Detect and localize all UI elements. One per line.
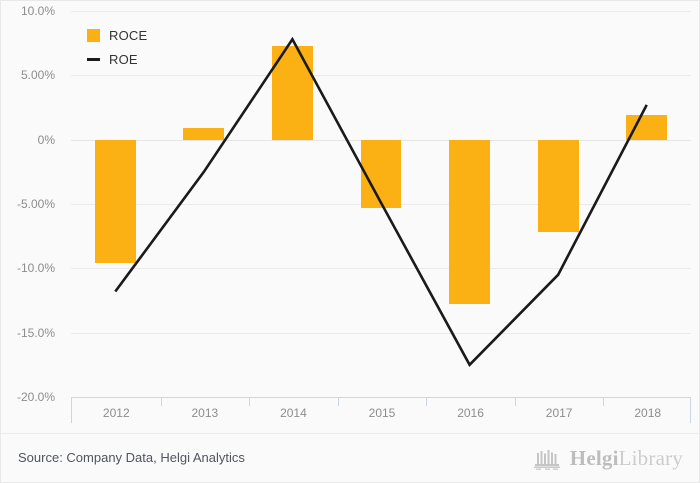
x-axis-label: 2015: [368, 406, 396, 420]
x-axis-label: 2016: [457, 406, 484, 420]
bar[interactable]: [183, 128, 225, 140]
brand-secondary-text: Library: [618, 446, 683, 470]
source-label: Source: Company Data, Helgi Analytics: [18, 450, 245, 465]
legend-square-swatch-icon: [87, 28, 100, 42]
gridline: [71, 332, 691, 334]
x-axis-label: 2018: [634, 406, 662, 420]
x-axis-tick: [249, 398, 251, 406]
x-axis: 2012 2013 2014 2015 2016 2017 2018: [71, 397, 691, 423]
y-axis-tick-label: 0%: [37, 132, 55, 147]
bar[interactable]: [94, 139, 136, 264]
x-axis-label: 2013: [191, 406, 219, 420]
bar[interactable]: [360, 139, 402, 208]
legend-line-swatch-icon: [87, 57, 100, 61]
x-axis-label: 2014: [280, 406, 307, 420]
legend-item-label: ROE: [109, 51, 138, 67]
bar[interactable]: [449, 139, 490, 305]
plot-area: 10.0% 5.00% 0% -5.00% -10.0% -15.0% -20.0%: [17, 4, 691, 404]
legend-item-roe[interactable]: ROE: [87, 49, 147, 69]
y-axis-tick-label: -5.00%: [16, 197, 55, 211]
bar[interactable]: [537, 139, 579, 233]
chart-footer: Source: Company Data, Helgi Analytics: [1, 433, 699, 482]
legend-item-roce[interactable]: ROCE: [87, 25, 147, 45]
x-axis-label: 2017: [545, 406, 573, 420]
bar[interactable]: [626, 115, 668, 140]
gridline: [71, 268, 691, 270]
x-axis-tick: [514, 398, 516, 406]
y-axis-tick-label: 5.00%: [20, 68, 55, 83]
chart-legend: ROCE ROE: [87, 25, 147, 73]
x-axis-tick: [160, 398, 162, 406]
y-axis-tick-label: -15.0%: [16, 325, 55, 340]
x-axis-tick: [337, 398, 339, 406]
brand-primary-text: Helgi: [569, 446, 619, 470]
legend-item-label: ROCE: [109, 27, 148, 43]
brand-logo[interactable]: HelgiLibrary: [533, 446, 683, 471]
brand-wordmark: HelgiLibrary: [570, 446, 683, 471]
x-axis-tick: [603, 398, 605, 406]
y-axis-tick-label: 10.0%: [20, 4, 55, 18]
y-axis-tick-label: -10.0%: [16, 261, 55, 276]
y-axis-tick-label: -20.0%: [16, 390, 55, 404]
x-axis-label: 2012: [102, 406, 130, 420]
x-axis-tick: [426, 398, 428, 406]
line-series-roe: [114, 36, 648, 367]
gridline: [71, 11, 691, 12]
gridline: [71, 75, 691, 77]
helgi-library-logo-icon: [533, 449, 560, 470]
